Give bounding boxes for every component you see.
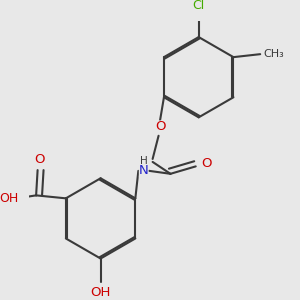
Text: O: O [201, 157, 211, 170]
Text: Cl: Cl [193, 0, 205, 12]
Text: N: N [139, 164, 148, 177]
Text: OH: OH [90, 286, 111, 299]
Text: H: H [140, 156, 148, 166]
Text: O: O [34, 153, 44, 166]
Text: OH: OH [0, 192, 19, 205]
Text: CH₃: CH₃ [263, 49, 284, 59]
Text: O: O [156, 120, 166, 133]
